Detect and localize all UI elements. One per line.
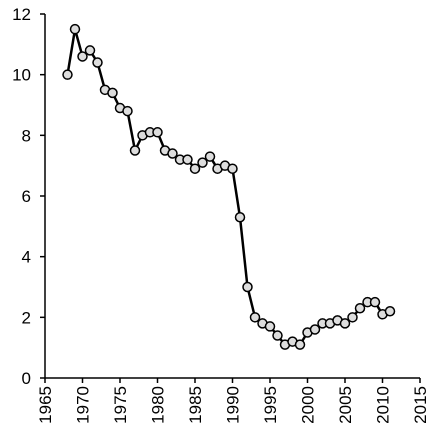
y-tick-label: 4 [22,248,31,267]
x-tick-label: 1985 [186,386,205,424]
y-tick-label: 12 [12,5,31,24]
x-tick-label: 2010 [374,386,393,424]
y-tick-label: 2 [22,308,31,327]
marker [182,154,193,165]
x-tick-label: 1970 [74,386,93,424]
x-tick-label: 1995 [261,386,280,424]
marker [234,211,246,223]
marker [264,321,276,332]
marker [92,57,103,68]
x-tick-label: 1990 [224,386,243,424]
marker [197,157,208,168]
marker [227,163,238,174]
marker [122,105,133,117]
marker [77,51,88,62]
x-tick-label: 1975 [111,386,130,424]
x-tick-label: 1965 [36,386,55,424]
y-tick-label: 6 [22,187,31,206]
marker [369,296,381,308]
marker [189,163,201,174]
y-tick-label: 0 [22,369,31,388]
marker [249,312,261,323]
marker [129,145,141,156]
marker [84,45,96,56]
marker [167,148,178,159]
x-tick-label: 2005 [336,386,355,424]
marker [62,69,73,80]
marker [354,302,366,314]
marker [107,87,118,99]
line [66,27,391,346]
marker [204,151,216,162]
marker [294,339,306,350]
marker [384,306,396,317]
y-tick-label: 8 [22,126,31,145]
x-tick-label: 1980 [149,386,168,424]
marker [339,318,351,329]
marker [309,324,321,335]
y-tick-label: 10 [12,66,31,85]
marker [272,330,283,341]
marker [69,23,81,35]
marker [347,312,358,323]
x-tick-label: 2015 [411,386,430,424]
marker [242,281,253,293]
x-tick-label: 2000 [299,386,318,424]
marker [152,127,163,138]
